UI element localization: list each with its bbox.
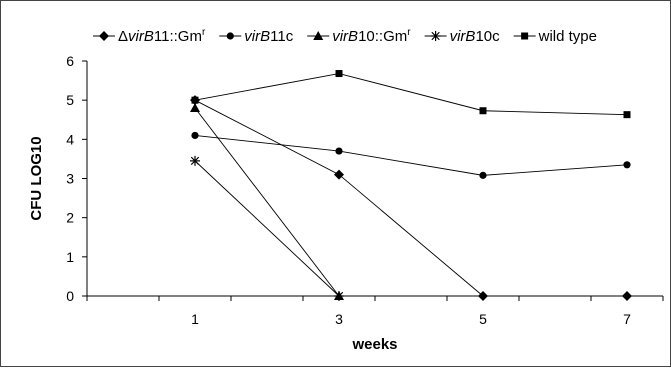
y-tick-label: 3: [66, 171, 74, 187]
series-line: [194, 107, 340, 297]
data-point: [335, 70, 343, 78]
data-point: [479, 171, 487, 179]
series-line: [194, 99, 627, 297]
legend-marker: [226, 32, 234, 40]
data-point: [335, 147, 343, 155]
legend-item: wild type: [513, 28, 597, 45]
x-tick-label: 3: [335, 311, 343, 327]
legend-label: virB10c: [450, 28, 501, 45]
legend-label: wild type: [538, 28, 597, 45]
data-point: [190, 103, 200, 112]
legend-marker: [521, 32, 529, 40]
data-point: [622, 291, 632, 301]
legend-label: ΔvirB11::Gmr: [118, 27, 206, 45]
data-point: [623, 161, 631, 169]
legend-marker: [313, 31, 324, 40]
x-tick-label: 1: [191, 311, 199, 327]
legend-label: virB11c: [244, 28, 293, 45]
legend-item: virB10::Gmr: [307, 27, 411, 45]
legend-marker: [99, 31, 109, 41]
legend-item: ΔvirB11::Gmr: [93, 27, 206, 45]
data-point: [623, 111, 631, 119]
y-tick-label: 5: [66, 92, 74, 108]
series-line: [194, 73, 628, 116]
series-line: [194, 160, 340, 297]
x-tick-label: 5: [479, 311, 487, 327]
legend-item: virB11c: [219, 28, 294, 45]
y-tick-label: 0: [66, 288, 74, 304]
legend-item: virB10c: [424, 28, 501, 45]
y-tick-label: 2: [66, 210, 74, 226]
y-tick-label: 4: [66, 131, 74, 147]
y-tick-label: 6: [66, 53, 74, 69]
plot-area: 0 1 2 3 4 5 6 1 3 5 7: [66, 53, 664, 327]
series-line: [194, 134, 628, 176]
data-point: [190, 155, 200, 166]
data-point: [334, 169, 344, 180]
x-tick-label: 7: [623, 311, 631, 327]
data-point: [479, 107, 487, 115]
legend-marker: [430, 31, 441, 41]
x-axis-title: weeks: [351, 336, 397, 353]
data-point: [334, 291, 344, 301]
legend: ΔvirB11::Gmr virB11c virB10::Gmr virB10c wil…: [93, 27, 597, 45]
y-axis-title: CFU LOG10: [28, 136, 45, 220]
data-point: [191, 96, 199, 104]
y-tick-label: 1: [66, 249, 74, 265]
legend-label: virB10::Gmr: [332, 27, 411, 45]
data-point: [191, 131, 199, 140]
data-point: [478, 291, 488, 301]
